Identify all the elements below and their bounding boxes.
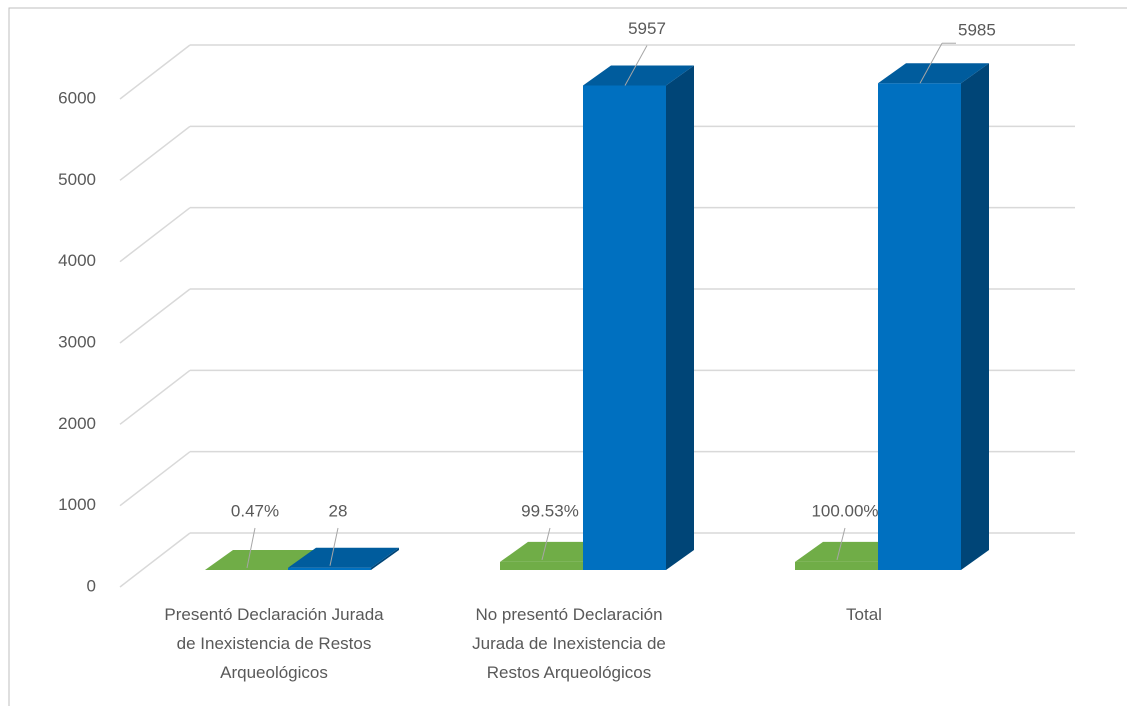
data-label: 0.47%: [231, 501, 279, 520]
data-label: 5957: [628, 19, 666, 38]
grid-line-side: [119, 207, 191, 263]
y-tick-label: 1000: [58, 495, 96, 514]
grid-line-side: [119, 288, 191, 344]
x-tick-label: Total: [846, 605, 882, 624]
leader-line: [919, 42, 943, 84]
data-label: 28: [329, 501, 348, 520]
data-label: 5985: [958, 21, 996, 40]
bar: [583, 85, 666, 571]
y-tick-label: 0: [87, 576, 96, 595]
bar: [288, 567, 371, 570]
y-tick-label: 2000: [58, 414, 96, 433]
bar: [795, 561, 878, 570]
grid-line-side: [119, 532, 191, 588]
y-tick-label: 6000: [58, 88, 96, 107]
bar: [878, 83, 961, 570]
data-label: 100.00%: [811, 501, 878, 520]
bar-side: [666, 65, 694, 571]
leader-line: [541, 527, 551, 561]
bar-top: [288, 547, 399, 568]
x-tick-label: Presentó Declaración Jurada de Inexisten…: [164, 605, 384, 682]
bar-top: [205, 549, 316, 570]
leader-line: [246, 527, 256, 569]
y-tick-label: 5000: [58, 170, 96, 189]
bar: [500, 561, 583, 570]
leader-line: [836, 527, 846, 560]
grid-line-side: [119, 369, 191, 425]
grid-line-side: [119, 125, 191, 181]
bar-side: [371, 547, 399, 570]
bar-top: [878, 63, 989, 84]
y-tick-label: 3000: [58, 332, 96, 351]
bar-side: [961, 63, 989, 570]
grid-line-side: [119, 44, 191, 100]
frame: [8, 7, 1127, 706]
leader-line: [329, 527, 339, 566]
grid-line-side: [119, 451, 191, 507]
bar-top: [583, 65, 694, 86]
data-label: 99.53%: [521, 501, 579, 520]
y-tick-label: 4000: [58, 251, 96, 270]
x-tick-label: No presentó Declaración Jurada de Inexis…: [472, 605, 666, 682]
leader-line: [624, 45, 648, 86]
